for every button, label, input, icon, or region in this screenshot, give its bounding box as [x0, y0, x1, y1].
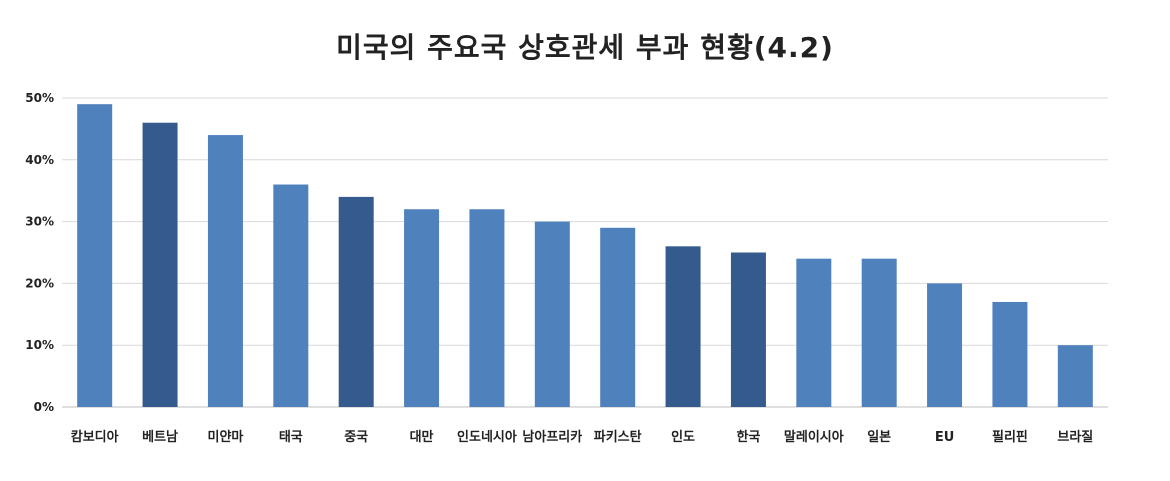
bar-4: [273, 184, 309, 407]
y-tick-label: 20%: [25, 276, 54, 290]
bar-15: [992, 301, 1028, 407]
x-category-label: 남아프리카: [522, 429, 582, 445]
bar-3: [207, 135, 243, 407]
bar-2: [142, 122, 178, 407]
bar-1: [77, 104, 113, 408]
x-category-label: 베트남: [142, 429, 178, 445]
y-tick-label: 10%: [25, 338, 54, 352]
y-tick-label: 50%: [25, 91, 54, 105]
x-category-label: 브라질: [1057, 429, 1093, 445]
y-tick-label: 30%: [25, 215, 54, 229]
bar-6: [404, 209, 440, 407]
bar-10: [665, 246, 701, 407]
bar-14: [927, 283, 963, 407]
x-category-label: 태국: [279, 430, 303, 445]
bar-13: [861, 258, 897, 407]
bar-12: [796, 258, 832, 407]
x-category-label: 캄보디아: [71, 429, 119, 445]
bar-8: [534, 221, 570, 407]
bar-5: [338, 196, 374, 407]
y-tick-label: 40%: [25, 153, 54, 167]
x-category-label: 한국: [736, 429, 760, 445]
x-category-label: 인도: [671, 429, 695, 445]
x-category-label: 파키스탄: [594, 429, 642, 445]
x-category-label: 중국: [344, 430, 368, 445]
x-category-label: 미얀마: [207, 429, 243, 445]
bar-16: [1057, 345, 1093, 407]
chart-title: 미국의 주요국 상호관세 부과 현황(4.2): [336, 31, 834, 64]
bar-9: [600, 227, 636, 407]
x-category-label: 말레이시아: [784, 429, 844, 445]
x-category-label: 인도네시아: [457, 429, 517, 445]
y-tick-label: 0%: [34, 400, 54, 414]
x-category-label: 필리핀: [992, 429, 1028, 445]
x-category-label: 일본: [867, 430, 891, 445]
bar-7: [469, 209, 505, 407]
x-category-label: EU: [935, 430, 954, 445]
x-category-label: 대만: [410, 429, 434, 445]
bar-11: [730, 252, 766, 407]
